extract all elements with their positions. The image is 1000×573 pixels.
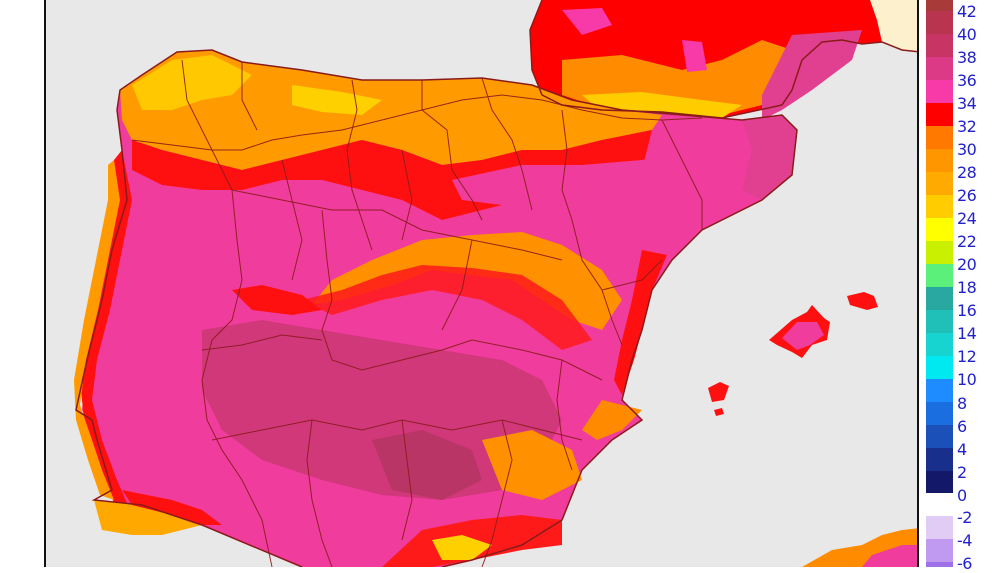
portugal-coast-orange bbox=[74, 160, 120, 500]
legend-label: 34 bbox=[957, 94, 977, 113]
legend-swatch bbox=[926, 539, 953, 562]
legend-label: 18 bbox=[957, 278, 977, 297]
north-africa-pink bbox=[862, 545, 917, 567]
legend-label: 10 bbox=[957, 370, 977, 389]
ebro-valley-pink bbox=[452, 150, 742, 240]
legend-swatch bbox=[926, 149, 953, 172]
legend-swatch bbox=[926, 516, 953, 539]
legend-label: -6 bbox=[957, 554, 972, 573]
legend-swatch bbox=[926, 126, 953, 149]
map-canvas bbox=[74, 0, 917, 567]
legend-swatch bbox=[926, 425, 953, 448]
menorca-island bbox=[847, 292, 878, 310]
legend-label: 14 bbox=[957, 324, 977, 343]
legend-label: 0 bbox=[957, 486, 967, 505]
temperature-legend: 42 40 38 36 34 32 30 28 26 24 22 20 18 16 14 12 10 8 6 4 2 0-… bbox=[919, 0, 1000, 572]
legend-label: 4 bbox=[957, 440, 967, 459]
legend-label: 12 bbox=[957, 347, 977, 366]
portugal-coastline bbox=[75, 109, 303, 567]
legend-swatch bbox=[926, 402, 953, 425]
iberia-coastline bbox=[116, 49, 798, 567]
legend-swatch bbox=[926, 80, 953, 103]
legend-swatch bbox=[926, 356, 953, 379]
valencia-coast-red bbox=[614, 250, 667, 395]
legend-label: 26 bbox=[957, 186, 977, 205]
ibiza-island bbox=[708, 382, 729, 402]
legend-label: 28 bbox=[957, 163, 977, 182]
north-coast-band bbox=[120, 50, 662, 170]
legend-swatch bbox=[926, 11, 953, 34]
legend-label: 32 bbox=[957, 117, 977, 136]
province-borders bbox=[131, 59, 703, 567]
algarve-orange bbox=[94, 500, 202, 535]
mallorca-interior bbox=[782, 322, 824, 350]
legend-label: 22 bbox=[957, 232, 977, 251]
legend-swatch bbox=[926, 310, 953, 333]
legend-label: 36 bbox=[957, 71, 977, 90]
legend-label: -4 bbox=[957, 531, 972, 550]
coastline bbox=[529, 0, 917, 119]
legend-swatch bbox=[926, 34, 953, 57]
legend-swatch bbox=[926, 379, 953, 402]
legend-swatch bbox=[926, 0, 953, 11]
legend-label: -2 bbox=[957, 508, 972, 527]
legend-swatch bbox=[926, 333, 953, 356]
cantabria-yellow bbox=[292, 85, 382, 115]
guadalquivir-darker bbox=[372, 430, 482, 500]
legend-swatch bbox=[926, 241, 953, 264]
legend-label: 24 bbox=[957, 209, 977, 228]
southern-france-pink bbox=[562, 8, 612, 35]
legend-label: 38 bbox=[957, 48, 977, 67]
legend-swatch bbox=[926, 562, 953, 567]
france-outside-area bbox=[870, 0, 917, 52]
legend-label: 16 bbox=[957, 301, 977, 320]
legend-swatch bbox=[926, 287, 953, 310]
legend-swatch bbox=[926, 103, 953, 126]
legend-swatch bbox=[926, 57, 953, 80]
legend-label: 8 bbox=[957, 394, 967, 413]
sierra-nevada-yellow bbox=[432, 535, 492, 560]
formentera-island bbox=[714, 408, 724, 416]
legend-swatch bbox=[926, 264, 953, 287]
legend-label: 40 bbox=[957, 25, 977, 44]
legend-label: 30 bbox=[957, 140, 977, 159]
legend-swatch bbox=[926, 471, 953, 493]
catalonia-coast bbox=[742, 115, 797, 200]
legend-label: 20 bbox=[957, 255, 977, 274]
murcia-orange bbox=[482, 430, 582, 500]
legend-label: 42 bbox=[957, 2, 977, 21]
iberian-range-red bbox=[302, 265, 592, 350]
legend-swatch bbox=[926, 195, 953, 218]
legend-label: 2 bbox=[957, 463, 967, 482]
temperature-map[interactable] bbox=[44, 0, 919, 567]
alicante-red-orange bbox=[582, 400, 642, 440]
legend-swatch bbox=[926, 172, 953, 195]
legend-label: 6 bbox=[957, 417, 967, 436]
legend-swatch bbox=[926, 218, 953, 241]
southern-france-pink-2 bbox=[682, 40, 707, 72]
iberian-range-orange bbox=[312, 232, 622, 330]
north-coast-yellow bbox=[132, 55, 252, 110]
central-system-red bbox=[232, 285, 322, 315]
legend-swatch bbox=[926, 448, 953, 471]
algarve-red bbox=[122, 490, 222, 525]
